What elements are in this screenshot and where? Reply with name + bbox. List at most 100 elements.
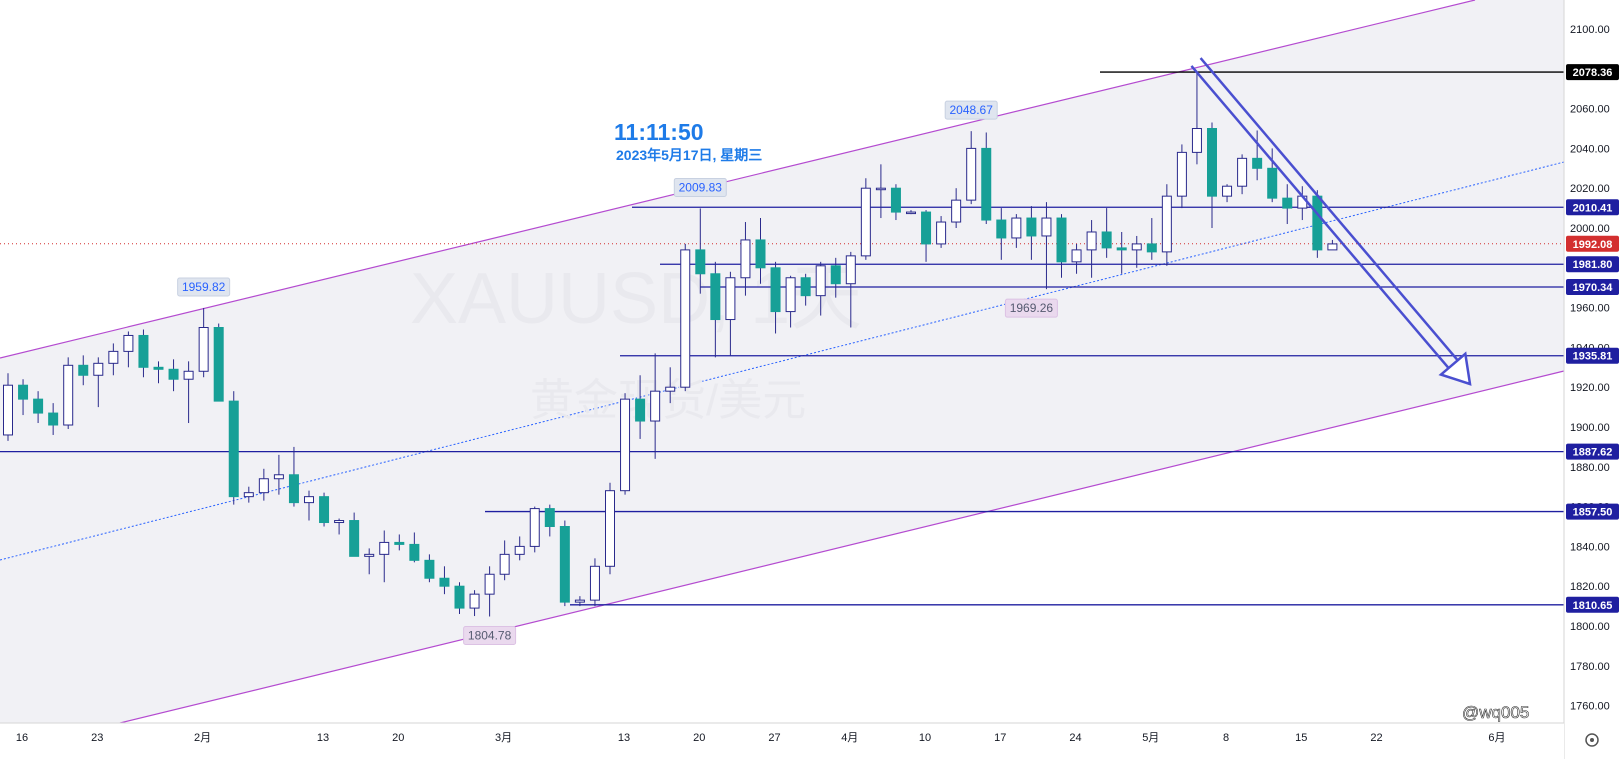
arrow-shaft [1190, 65, 1458, 379]
watermark-description: 黄金现货/美元 [530, 376, 806, 425]
candle-body-down [228, 400, 239, 498]
x-tick-label: 4月 [841, 732, 858, 744]
clock-widget: 11:11:50 2023年5月17日, 星期三 [614, 119, 762, 163]
candle-body-down [319, 496, 330, 524]
clock-time: 11:11:50 [614, 119, 704, 145]
price-label-box [1566, 596, 1619, 613]
candle-body-down [153, 366, 164, 370]
callout-box [177, 277, 231, 297]
time-axis[interactable]: 16 23 2月 13 20 3月 13 20 27 4月 10 17 24 5月 8 15 22 6月 [16, 732, 1506, 744]
candle-body-up [966, 147, 977, 201]
candle-body-up [785, 277, 796, 313]
candle-body-down [33, 398, 44, 414]
candle-body-down [349, 520, 360, 557]
candle-body-down [755, 239, 766, 269]
candle-body-down [1282, 197, 1293, 209]
candle-body-up [108, 350, 119, 364]
candle-body-up [258, 478, 269, 494]
candle-body-down [1101, 231, 1112, 249]
candle-body-up [529, 508, 540, 547]
candle-body-down [695, 249, 706, 275]
y-tick-label: 2040.00 [1570, 143, 1610, 155]
x-tick-label: 23 [91, 732, 103, 744]
price-label-box [1566, 199, 1619, 216]
price-callouts: 1959.82 2009.83 2048.67 1804.78 1969.26 [177, 100, 1058, 645]
x-tick-label: 6月 [1488, 732, 1505, 744]
candle-body-up [860, 187, 871, 257]
candle-body-down [1312, 195, 1323, 251]
horizontal-levels[interactable] [0, 71, 1564, 606]
callout-box [944, 100, 998, 120]
price-label-text: 1992.08 [1573, 239, 1613, 251]
candle-body-up [379, 541, 390, 555]
candle-body-up [1086, 231, 1097, 251]
settings-gear-icon[interactable] [1585, 733, 1599, 747]
candle-body-up [620, 398, 631, 492]
candle-body-down [288, 474, 299, 504]
candle-body-up [514, 545, 525, 555]
x-tick-label: 15 [1295, 732, 1307, 744]
price-axis-background[interactable] [1564, 0, 1621, 759]
y-tick-label: 1840.00 [1570, 541, 1610, 553]
y-tick-label: 2060.00 [1570, 104, 1610, 116]
y-tick-label: 1820.00 [1570, 581, 1610, 593]
price-label-text: 2078.36 [1573, 67, 1613, 79]
candle-body-up [1327, 243, 1338, 251]
y-tick-label: 1960.00 [1570, 303, 1610, 315]
callout-box [463, 625, 517, 645]
candle-body-down [409, 543, 420, 561]
candle-body-up [1191, 128, 1202, 153]
candle-body-up [936, 221, 947, 245]
clock-date: 2023年5月17日, 星期三 [616, 147, 762, 163]
y-tick-label: 2020.00 [1570, 183, 1610, 195]
candle-body-down [168, 368, 179, 380]
y-tick-label: 1780.00 [1570, 661, 1610, 673]
candle-body-down [996, 219, 1007, 239]
candle-body-up [1011, 217, 1022, 239]
x-tick-label: 17 [994, 732, 1006, 744]
forecast-arrow[interactable] [1190, 57, 1472, 386]
arrow-shaft [1199, 57, 1467, 371]
x-tick-label: 5月 [1142, 732, 1159, 744]
price-label-box [1566, 279, 1619, 296]
candle-body-up [364, 553, 375, 557]
price-label-box [1566, 503, 1619, 520]
candle-body-up [574, 599, 585, 603]
candle-body-down [394, 541, 405, 545]
candle-body-down [710, 273, 721, 321]
candle-body-down [78, 364, 89, 376]
candle-body-up [469, 593, 480, 609]
x-tick-label: 22 [1370, 732, 1382, 744]
candle-body-down [1026, 217, 1037, 237]
candle-body-down [1252, 157, 1263, 169]
y-tick-label: 2100.00 [1570, 24, 1610, 36]
candle-body-up [3, 384, 13, 436]
parallel-channel[interactable] [0, 0, 1565, 724]
candle-body-down [890, 187, 901, 213]
price-label-text: 1970.34 [1573, 282, 1614, 294]
channel-fill [0, 0, 1564, 723]
candle-body-up [304, 496, 314, 504]
callout-label: 1959.82 [182, 280, 226, 294]
candle-body-up [1041, 217, 1052, 237]
candle-body-up [680, 249, 691, 388]
candle-body-down [921, 211, 932, 245]
price-label-text: 1981.80 [1573, 259, 1613, 271]
price-label-box [1566, 256, 1619, 273]
candle-body-down [454, 585, 465, 609]
candle-body-up [815, 265, 826, 297]
price-label-text: 2010.41 [1573, 202, 1613, 214]
price-label-box [1566, 347, 1619, 364]
y-tick-label: 2000.00 [1570, 223, 1610, 235]
x-tick-label: 13 [618, 732, 630, 744]
candle-body-up [123, 334, 134, 352]
price-label-box [1566, 64, 1619, 81]
candle-body-down [1267, 167, 1278, 199]
channel-upper-line [0, 0, 1476, 359]
candle-body-up [93, 362, 104, 376]
time-axis-background[interactable] [0, 723, 1564, 759]
candle-body-up [499, 553, 510, 575]
price-label-text: 1857.50 [1573, 507, 1613, 519]
price-label-text: 1935.81 [1573, 351, 1613, 363]
